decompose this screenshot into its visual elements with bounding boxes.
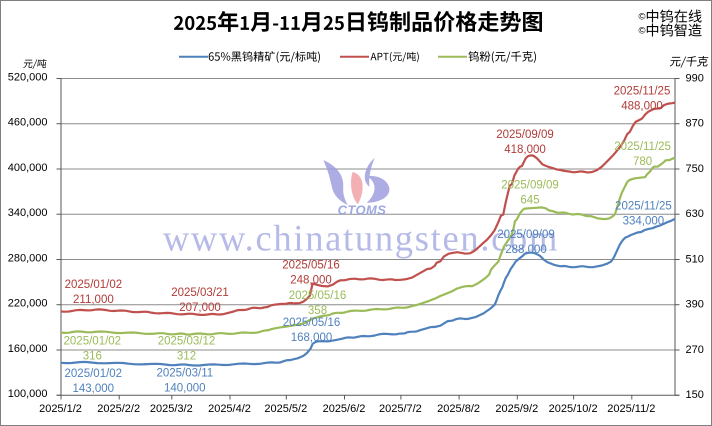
svg-text:630: 630	[686, 208, 704, 220]
svg-text:2025/5/2: 2025/5/2	[264, 403, 307, 415]
svg-text:520,000: 520,000	[8, 72, 48, 84]
svg-text:2025/1/2: 2025/1/2	[39, 403, 82, 415]
svg-text:www.chinatungsten.com: www.chinatungsten.com	[163, 218, 559, 259]
svg-text:2025/09/09: 2025/09/09	[496, 129, 554, 141]
svg-text:2025/4/2: 2025/4/2	[208, 403, 251, 415]
svg-text:2025/7/2: 2025/7/2	[379, 403, 422, 415]
svg-text:2025/3/2: 2025/3/2	[150, 403, 193, 415]
svg-text:990: 990	[686, 73, 704, 85]
svg-text:780: 780	[633, 156, 652, 168]
svg-text:160,000: 160,000	[8, 343, 48, 355]
svg-text:312: 312	[177, 351, 196, 363]
svg-text:140,000: 140,000	[164, 382, 206, 394]
svg-text:510: 510	[686, 254, 704, 266]
svg-text:©: ©	[639, 12, 646, 23]
svg-text:2025/09/09: 2025/09/09	[497, 229, 555, 241]
svg-text:2025/01/02: 2025/01/02	[65, 279, 123, 291]
svg-text:316: 316	[83, 351, 102, 363]
svg-text:750: 750	[686, 163, 704, 175]
svg-text:2025/9/2: 2025/9/2	[495, 403, 538, 415]
svg-text:CTOMS: CTOMS	[338, 203, 387, 218]
svg-text:870: 870	[686, 118, 704, 130]
svg-text:390: 390	[686, 299, 704, 311]
svg-text:2025/01/02: 2025/01/02	[65, 368, 123, 380]
svg-text:2025/11/2: 2025/11/2	[607, 403, 655, 415]
svg-text:334,000: 334,000	[623, 216, 665, 228]
svg-text:2025/03/11: 2025/03/11	[156, 367, 213, 379]
svg-text:2025/09/09: 2025/09/09	[501, 179, 559, 191]
svg-text:400,000: 400,000	[8, 162, 48, 174]
svg-text:2025/8/2: 2025/8/2	[437, 403, 480, 415]
svg-text:207,000: 207,000	[179, 302, 221, 314]
svg-text:418,000: 418,000	[504, 144, 546, 156]
svg-text:2025/11/25: 2025/11/25	[615, 201, 672, 213]
svg-text:270: 270	[686, 344, 704, 356]
svg-text:100,000: 100,000	[8, 388, 48, 400]
svg-text:248,000: 248,000	[290, 274, 332, 286]
svg-text:488,000: 488,000	[621, 101, 663, 113]
svg-text:2025/2/2: 2025/2/2	[97, 403, 140, 415]
svg-text:2025/05/16: 2025/05/16	[289, 290, 347, 302]
svg-text:340,000: 340,000	[8, 207, 48, 219]
svg-text:280,000: 280,000	[8, 253, 48, 265]
svg-text:645: 645	[520, 194, 539, 206]
svg-text:150: 150	[686, 389, 704, 401]
svg-text:2025/05/16: 2025/05/16	[282, 259, 340, 271]
svg-text:2025/05/16: 2025/05/16	[283, 317, 341, 329]
svg-text:2025/11/25: 2025/11/25	[614, 141, 671, 153]
svg-text:2025/03/12: 2025/03/12	[158, 336, 216, 348]
svg-text:288,000: 288,000	[505, 244, 547, 256]
svg-text:220,000: 220,000	[8, 298, 48, 310]
svg-text:168,000: 168,000	[291, 332, 333, 344]
svg-text:358: 358	[308, 305, 327, 317]
svg-text:2025/03/21: 2025/03/21	[171, 287, 229, 299]
svg-text:143,000: 143,000	[73, 383, 115, 395]
svg-text:211,000: 211,000	[73, 294, 114, 306]
svg-text:©: ©	[639, 26, 646, 37]
svg-text:2025/01/02: 2025/01/02	[64, 336, 122, 348]
svg-text:2025/10/2: 2025/10/2	[549, 403, 598, 415]
svg-text:460,000: 460,000	[8, 117, 48, 129]
svg-text:2025/6/2: 2025/6/2	[323, 403, 366, 415]
svg-text:2025/11/25: 2025/11/25	[614, 86, 671, 98]
